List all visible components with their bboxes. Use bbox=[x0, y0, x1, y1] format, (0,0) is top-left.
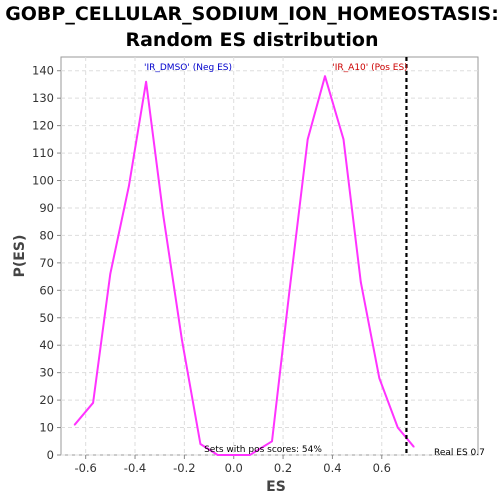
x-tick-label: -0.6 bbox=[74, 461, 96, 475]
data-point bbox=[128, 185, 130, 187]
chart-title-line-1: GOBP_CELLULAR_SODIUM_ION_HOMEOSTASIS: bbox=[5, 3, 499, 25]
y-tick-label: 40 bbox=[39, 338, 54, 352]
data-point bbox=[307, 139, 309, 141]
y-axis-label: P(ES) bbox=[12, 235, 28, 278]
y-tick-label: 10 bbox=[39, 421, 54, 435]
data-point bbox=[200, 443, 202, 445]
y-tick-label: 90 bbox=[39, 201, 54, 215]
chart-title-line-2: Random ES distribution bbox=[125, 29, 378, 51]
neg-es-label: 'IR_DMSO' (Neg ES) bbox=[144, 63, 232, 73]
plot-area bbox=[61, 57, 478, 455]
y-tick-label: 20 bbox=[39, 393, 54, 407]
real-es-label: Real ES 0.7 bbox=[434, 448, 485, 458]
data-point bbox=[379, 377, 381, 379]
y-tick-label: 130 bbox=[32, 91, 54, 105]
data-point bbox=[110, 273, 112, 275]
y-tick-label: 80 bbox=[39, 228, 54, 242]
y-tick-label: 70 bbox=[39, 256, 54, 270]
data-point bbox=[181, 339, 183, 341]
y-tick-label: 30 bbox=[39, 366, 54, 380]
data-point bbox=[74, 424, 76, 426]
data-point bbox=[413, 446, 415, 448]
x-tick-label: 0.0 bbox=[225, 461, 243, 475]
y-tick-label: 100 bbox=[32, 174, 54, 188]
x-axis-ticks: -0.6 -0.4 -0.2 0.0 0.2 0.4 0.6 bbox=[74, 455, 390, 475]
x-tick-label: 0.4 bbox=[323, 461, 341, 475]
y-tick-label: 120 bbox=[32, 119, 54, 133]
y-axis-ticks: 0 10 20 30 40 50 60 70 80 90 100 110 120 130 140 bbox=[32, 64, 61, 462]
data-point bbox=[343, 139, 345, 141]
data-point bbox=[92, 402, 94, 404]
data-point bbox=[163, 215, 165, 217]
y-tick-label: 0 bbox=[47, 448, 54, 462]
data-point bbox=[271, 440, 273, 442]
y-tick-label: 110 bbox=[32, 146, 54, 160]
x-tick-label: -0.2 bbox=[173, 461, 195, 475]
data-point bbox=[324, 75, 326, 77]
y-tick-label: 140 bbox=[32, 64, 54, 78]
x-tick-label: 0.2 bbox=[274, 461, 292, 475]
data-point bbox=[288, 292, 290, 294]
y-tick-label: 60 bbox=[39, 283, 54, 297]
pos-scores-label: Sets with pos scores: 54% bbox=[204, 445, 322, 455]
data-point bbox=[397, 427, 399, 429]
x-tick-label: -0.4 bbox=[124, 461, 146, 475]
data-point bbox=[145, 81, 147, 83]
y-tick-label: 50 bbox=[39, 311, 54, 325]
data-point bbox=[360, 281, 362, 283]
pos-es-label: 'IR_A10' (Pos ES) bbox=[332, 63, 407, 73]
x-tick-label: 0.6 bbox=[373, 461, 391, 475]
x-axis-label: ES bbox=[266, 479, 286, 495]
